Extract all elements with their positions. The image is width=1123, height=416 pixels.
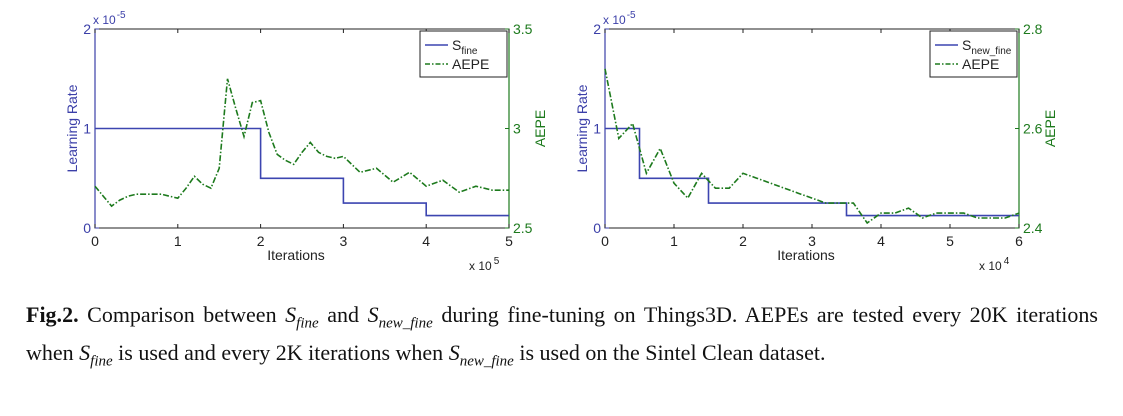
caption-text: is used on the Sintel Clean dataset.	[513, 340, 826, 366]
x-multiplier-label: x 10 4	[979, 256, 1010, 273]
x-tick-label: 0	[601, 233, 609, 249]
x-tick-label: 3	[340, 233, 348, 249]
x-tick-label: 4	[877, 233, 885, 249]
x-axis-label: Iterations	[777, 247, 835, 263]
y-left-axis-label: Learning Rate	[64, 84, 80, 172]
caption-s-fine: Sfine	[79, 340, 113, 370]
legend-box	[929, 30, 1018, 78]
y-right-axis-label: AEPE	[532, 110, 548, 147]
figure-caption: Fig.2. Comparison between Sfine and Snew…	[26, 300, 1098, 377]
y-left-tick-label: 2	[593, 21, 601, 37]
learning-rate-line	[605, 127, 1019, 217]
caption-text: and	[318, 302, 368, 327]
legend-label: AEPE	[962, 56, 999, 72]
caption-fig-label: Fig.2.	[26, 302, 79, 327]
caption-text: Comparison between	[78, 302, 286, 327]
y-right-tick-label: 2.4	[1023, 220, 1043, 236]
x-tick-label: 6	[1015, 233, 1023, 249]
y-left-tick-label: 1	[593, 121, 601, 137]
y-right-axis-label: AEPE	[1042, 110, 1058, 147]
y-left-axis-label: Learning Rate	[574, 84, 590, 172]
learning-rate-line	[95, 127, 509, 217]
x-tick-label: 2	[257, 233, 265, 249]
x-tick-label: 3	[808, 233, 816, 249]
y-right-tick-label: 2.6	[1023, 121, 1043, 137]
caption-s-new-fine: Snew_fine	[448, 340, 514, 370]
aepe-line	[94, 78, 509, 208]
y-left-tick-label: 0	[593, 220, 601, 236]
y-left-tick-label: 1	[83, 121, 91, 137]
legend-label: AEPE	[452, 56, 489, 72]
x-tick-label: 4	[422, 233, 430, 249]
y-right-tick-label: 2.5	[513, 220, 533, 236]
aepe-line	[604, 68, 1020, 225]
y-right-tick-label: 3.5	[513, 21, 533, 37]
y-right-tick-label: 3	[513, 121, 521, 137]
y-left-multiplier-label: x 10-5	[93, 10, 126, 27]
y-left-tick-label: 2	[83, 21, 91, 37]
caption-text: is used and every 2K iterations when	[112, 340, 449, 366]
x-tick-label: 5	[505, 233, 513, 249]
y-left-tick-label: 0	[83, 220, 91, 236]
x-tick-label: 1	[670, 233, 678, 249]
x-tick-label: 1	[174, 233, 182, 249]
caption-s-fine: Sfine	[285, 302, 319, 332]
legend-box	[419, 30, 508, 78]
y-left-multiplier-label: x 10-5	[603, 10, 636, 27]
caption-text: during fine-tuning on Things3D. AEPEs ar…	[26, 302, 1098, 366]
x-multiplier-label: x 10 5	[469, 256, 500, 273]
y-right-tick-label: 2.8	[1023, 21, 1043, 37]
x-tick-label: 0	[91, 233, 99, 249]
x-tick-label: 2	[739, 233, 747, 249]
x-tick-label: 5	[946, 233, 954, 249]
x-axis-label: Iterations	[267, 247, 325, 263]
caption-s-new-fine: Snew_fine	[367, 302, 433, 332]
